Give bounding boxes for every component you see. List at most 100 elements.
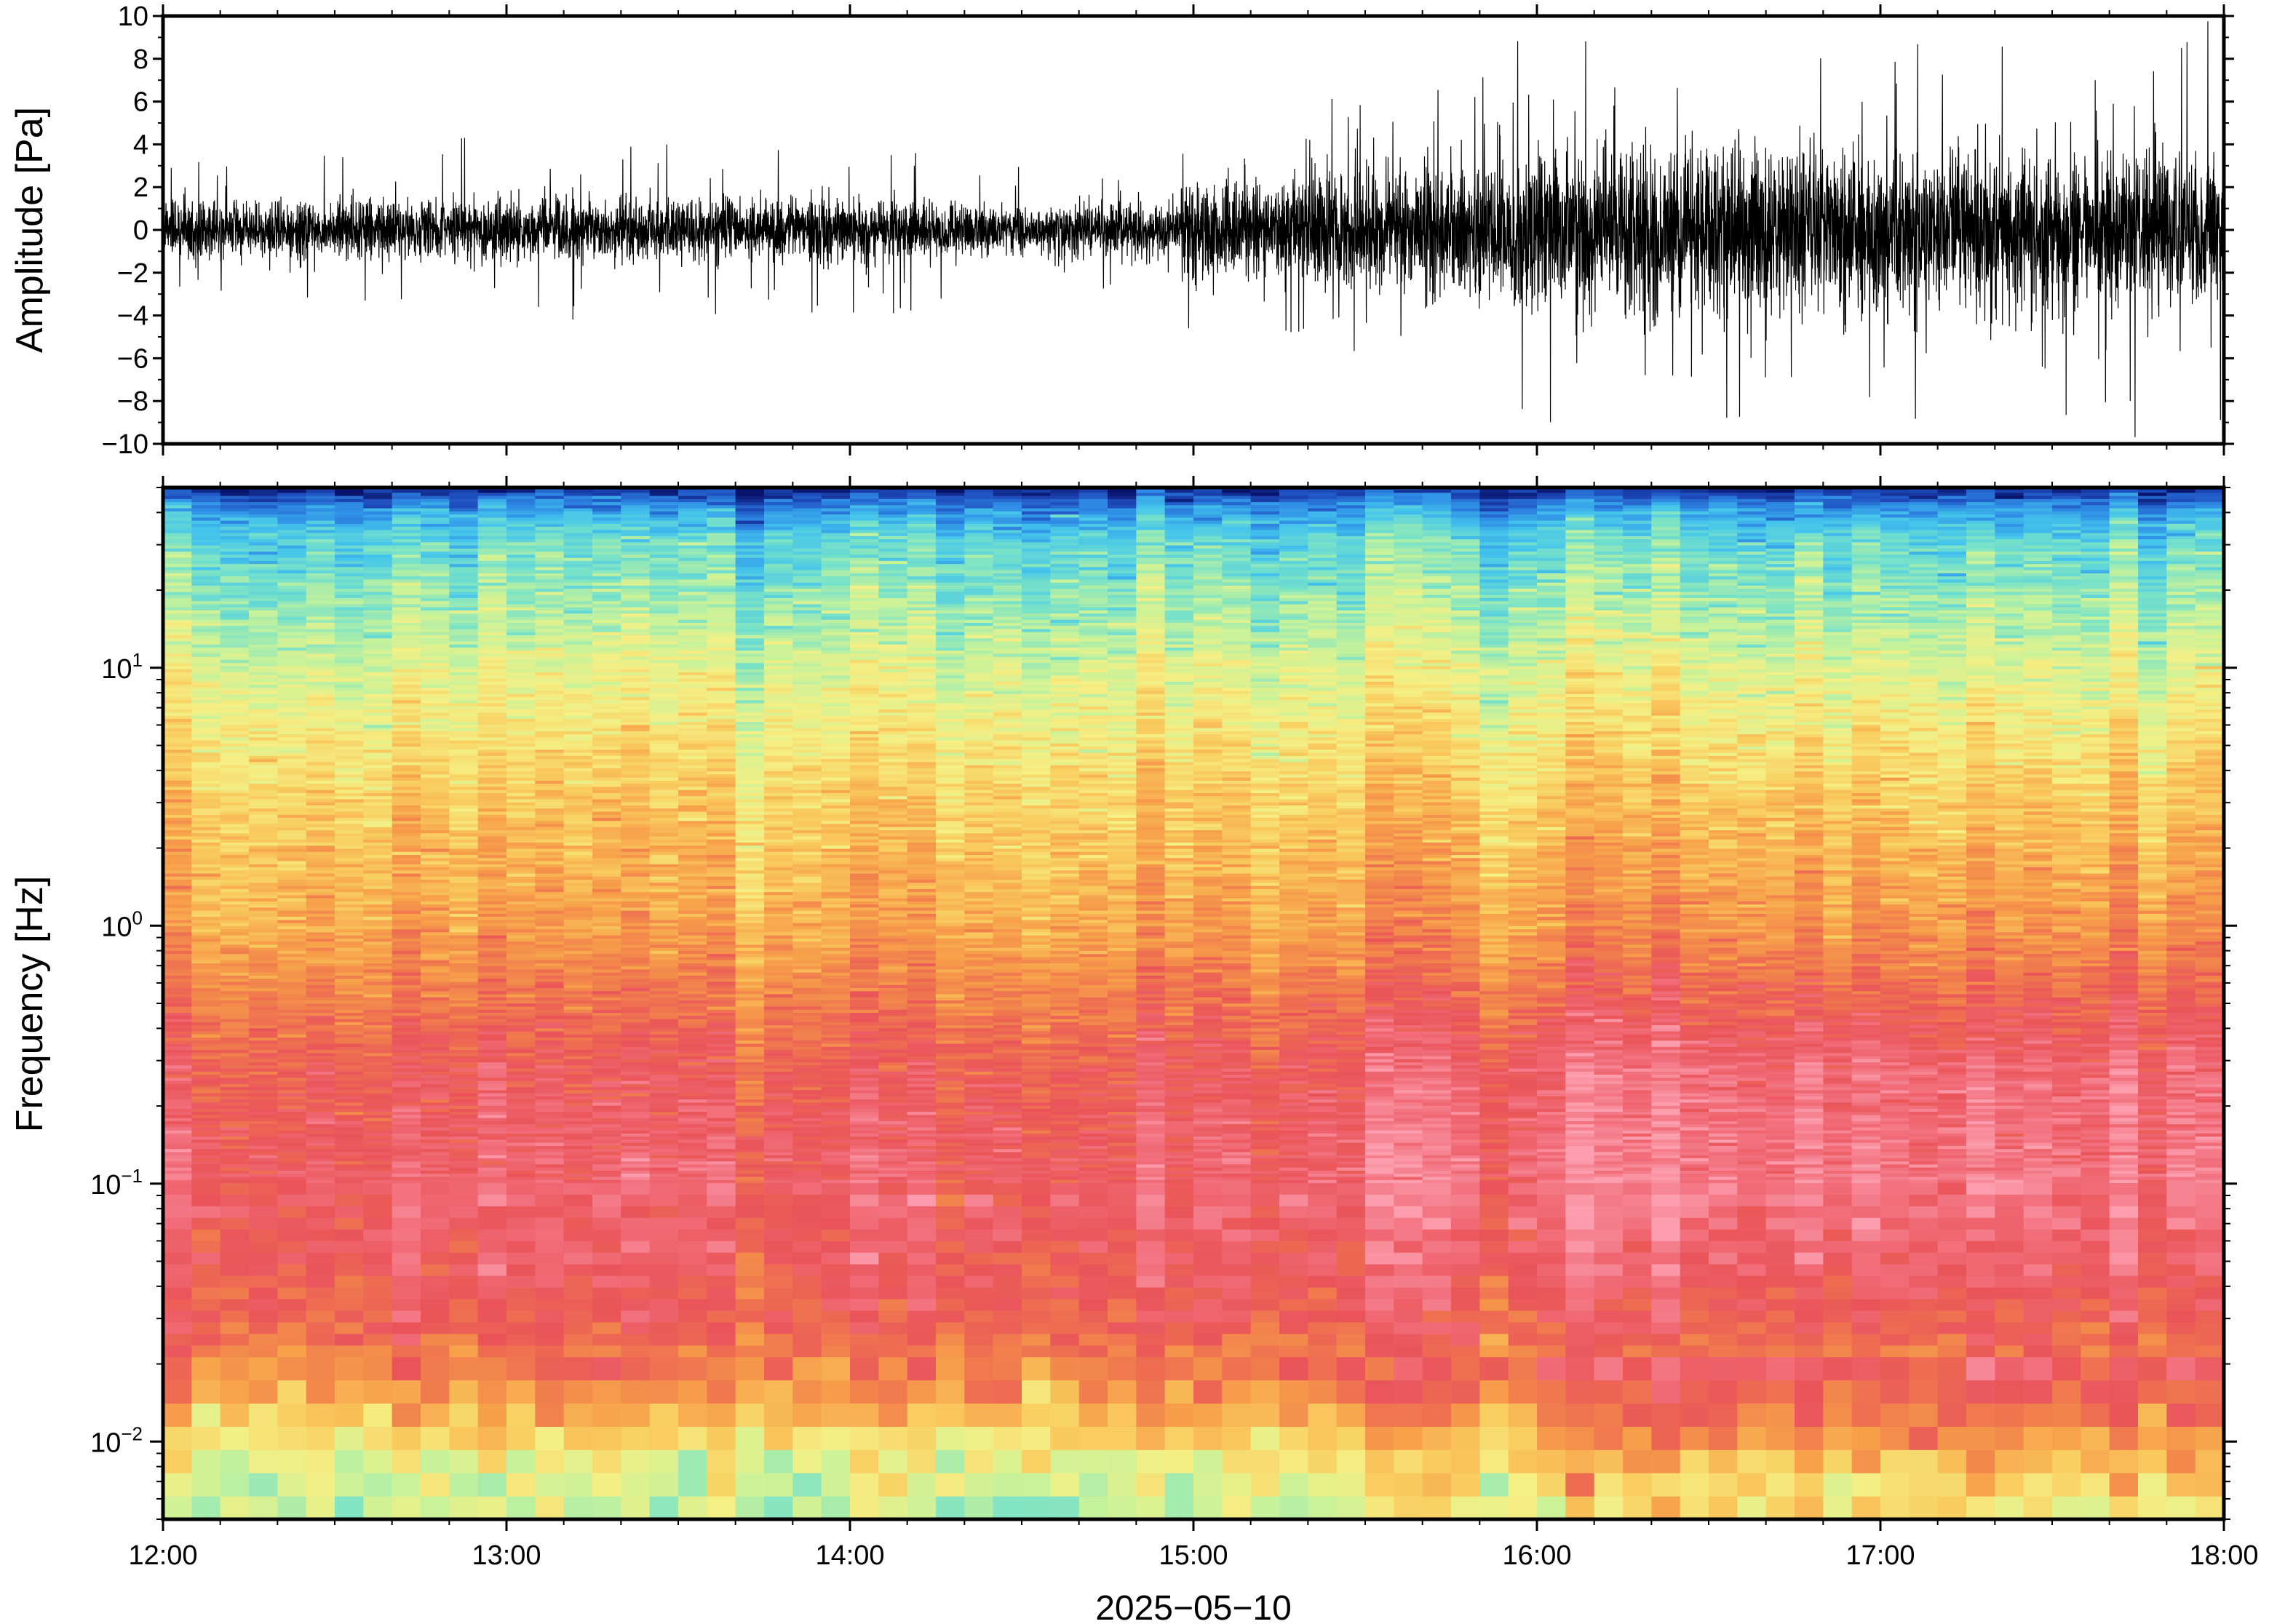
spectrogram-cell xyxy=(163,626,192,629)
spectrogram-cell xyxy=(249,864,278,867)
spectrogram-cell xyxy=(392,527,421,530)
spectrogram-cell xyxy=(392,913,421,917)
spectrogram-cell xyxy=(621,1322,650,1334)
spectrogram-cell xyxy=(421,1034,450,1038)
spectrogram-cell xyxy=(707,799,736,803)
spectrogram-cell xyxy=(449,653,478,657)
spectrogram-cell xyxy=(421,938,450,942)
spectrogram-cell xyxy=(277,836,306,840)
spectrogram-cell xyxy=(592,1093,621,1096)
spectrogram-cell xyxy=(678,1000,707,1003)
spectrogram-cell xyxy=(506,848,536,852)
spectrogram-cell xyxy=(306,666,335,669)
spectrogram-cell xyxy=(478,1112,507,1115)
spectrogram-cell xyxy=(650,904,679,908)
spectrogram-cell xyxy=(707,1403,736,1427)
spectrogram-cell xyxy=(478,517,507,521)
spectrogram-cell xyxy=(449,969,478,973)
spectrogram-cell xyxy=(592,1167,621,1171)
spectrogram-cell xyxy=(220,789,250,793)
spectrogram-cell xyxy=(335,579,364,583)
spectrogram-cell xyxy=(564,1028,593,1032)
spectrogram-cell xyxy=(249,913,278,917)
spectrogram-cell xyxy=(650,610,679,613)
spectrogram-cell xyxy=(306,787,335,790)
spectrogram-cell xyxy=(592,1062,621,1065)
spectrogram-cell xyxy=(277,851,306,855)
spectrogram-cell xyxy=(650,1046,679,1050)
spectrogram-cell xyxy=(363,1139,392,1143)
spectrogram-cell xyxy=(277,619,306,623)
spectrogram-cell xyxy=(621,533,650,536)
spectrogram-cell xyxy=(220,1299,250,1311)
spectrogram-cell xyxy=(163,1139,192,1143)
spectrogram-cell xyxy=(392,666,421,669)
spectrogram-cell xyxy=(592,688,621,691)
spectrogram-cell xyxy=(306,560,335,564)
spectrogram-cell xyxy=(621,765,650,768)
spectrogram-cell xyxy=(707,1496,736,1520)
spectrogram-cell xyxy=(335,564,364,568)
spectrogram-cell xyxy=(506,712,536,716)
spectrogram-cell xyxy=(421,768,450,771)
spectrogram-cell xyxy=(421,688,450,691)
spectrogram-cell xyxy=(478,883,507,886)
spectrogram-cell xyxy=(535,1252,564,1265)
spectrogram-cell xyxy=(421,1043,450,1047)
spectrogram-cell xyxy=(678,1080,707,1084)
spectrogram-cell xyxy=(421,656,450,660)
spectrogram-cell xyxy=(678,836,707,840)
spectrogram-cell xyxy=(621,1099,650,1103)
spectrogram-cell xyxy=(421,901,450,904)
spectrogram-cell xyxy=(449,523,478,527)
spectrogram-cell xyxy=(421,997,450,1000)
spectrogram-cell xyxy=(363,1310,392,1323)
spectrogram-cell xyxy=(191,969,220,973)
spectrogram-cell xyxy=(678,926,707,929)
spectrogram-cell xyxy=(421,1182,450,1195)
spectrogram-cell xyxy=(220,1496,250,1520)
spectrogram-cell xyxy=(220,737,250,741)
spectrogram-cell xyxy=(335,653,364,657)
spectrogram-cell xyxy=(392,1019,421,1022)
spectrogram-cell xyxy=(163,901,192,904)
spectrogram-cell xyxy=(564,907,593,911)
spectrogram-cell xyxy=(249,712,278,716)
spectrogram-cell xyxy=(191,1449,220,1473)
spectrogram-cell xyxy=(363,1043,392,1047)
spectrogram-cell xyxy=(621,622,650,626)
spectrogram-cell xyxy=(449,923,478,926)
spectrogram-cell xyxy=(421,913,450,917)
spectrogram-cell xyxy=(449,576,478,580)
spectrogram-cell xyxy=(421,749,450,753)
spectrogram-cell xyxy=(592,910,621,914)
spectrogram-cell xyxy=(449,495,478,499)
spectrogram-cell xyxy=(449,1229,478,1241)
spectrogram-cell xyxy=(220,991,250,995)
spectrogram-cell xyxy=(191,1426,220,1450)
spectrogram-cell xyxy=(249,1124,278,1128)
spectrogram-cell xyxy=(306,796,335,800)
spectrogram-cell xyxy=(277,638,306,642)
spectrogram-cell xyxy=(249,1031,278,1035)
spectrogram-cell xyxy=(650,997,679,1000)
spectrogram-cell xyxy=(592,1034,621,1038)
spectrogram-cell xyxy=(335,935,364,939)
spectrogram-cell xyxy=(592,759,621,763)
spectrogram-cell xyxy=(220,747,250,750)
spectrogram-cell xyxy=(220,557,250,561)
spectrogram-cell xyxy=(506,1275,536,1288)
spectrogram-cell xyxy=(163,789,192,793)
spectrogram-cell xyxy=(449,573,478,576)
spectrogram-cell xyxy=(678,564,707,568)
spectrogram-cell xyxy=(306,1083,335,1087)
spectrogram-cell xyxy=(306,731,335,734)
spectrogram-cell xyxy=(277,1130,306,1134)
spectrogram-cell xyxy=(191,898,220,901)
spectrogram-cell xyxy=(306,552,335,555)
spectrogram-cell xyxy=(678,991,707,995)
spectrogram-cell xyxy=(306,604,335,608)
spectrogram-cell xyxy=(277,792,306,796)
spectrogram-cell xyxy=(678,523,707,527)
spectrogram-cell xyxy=(249,947,278,951)
